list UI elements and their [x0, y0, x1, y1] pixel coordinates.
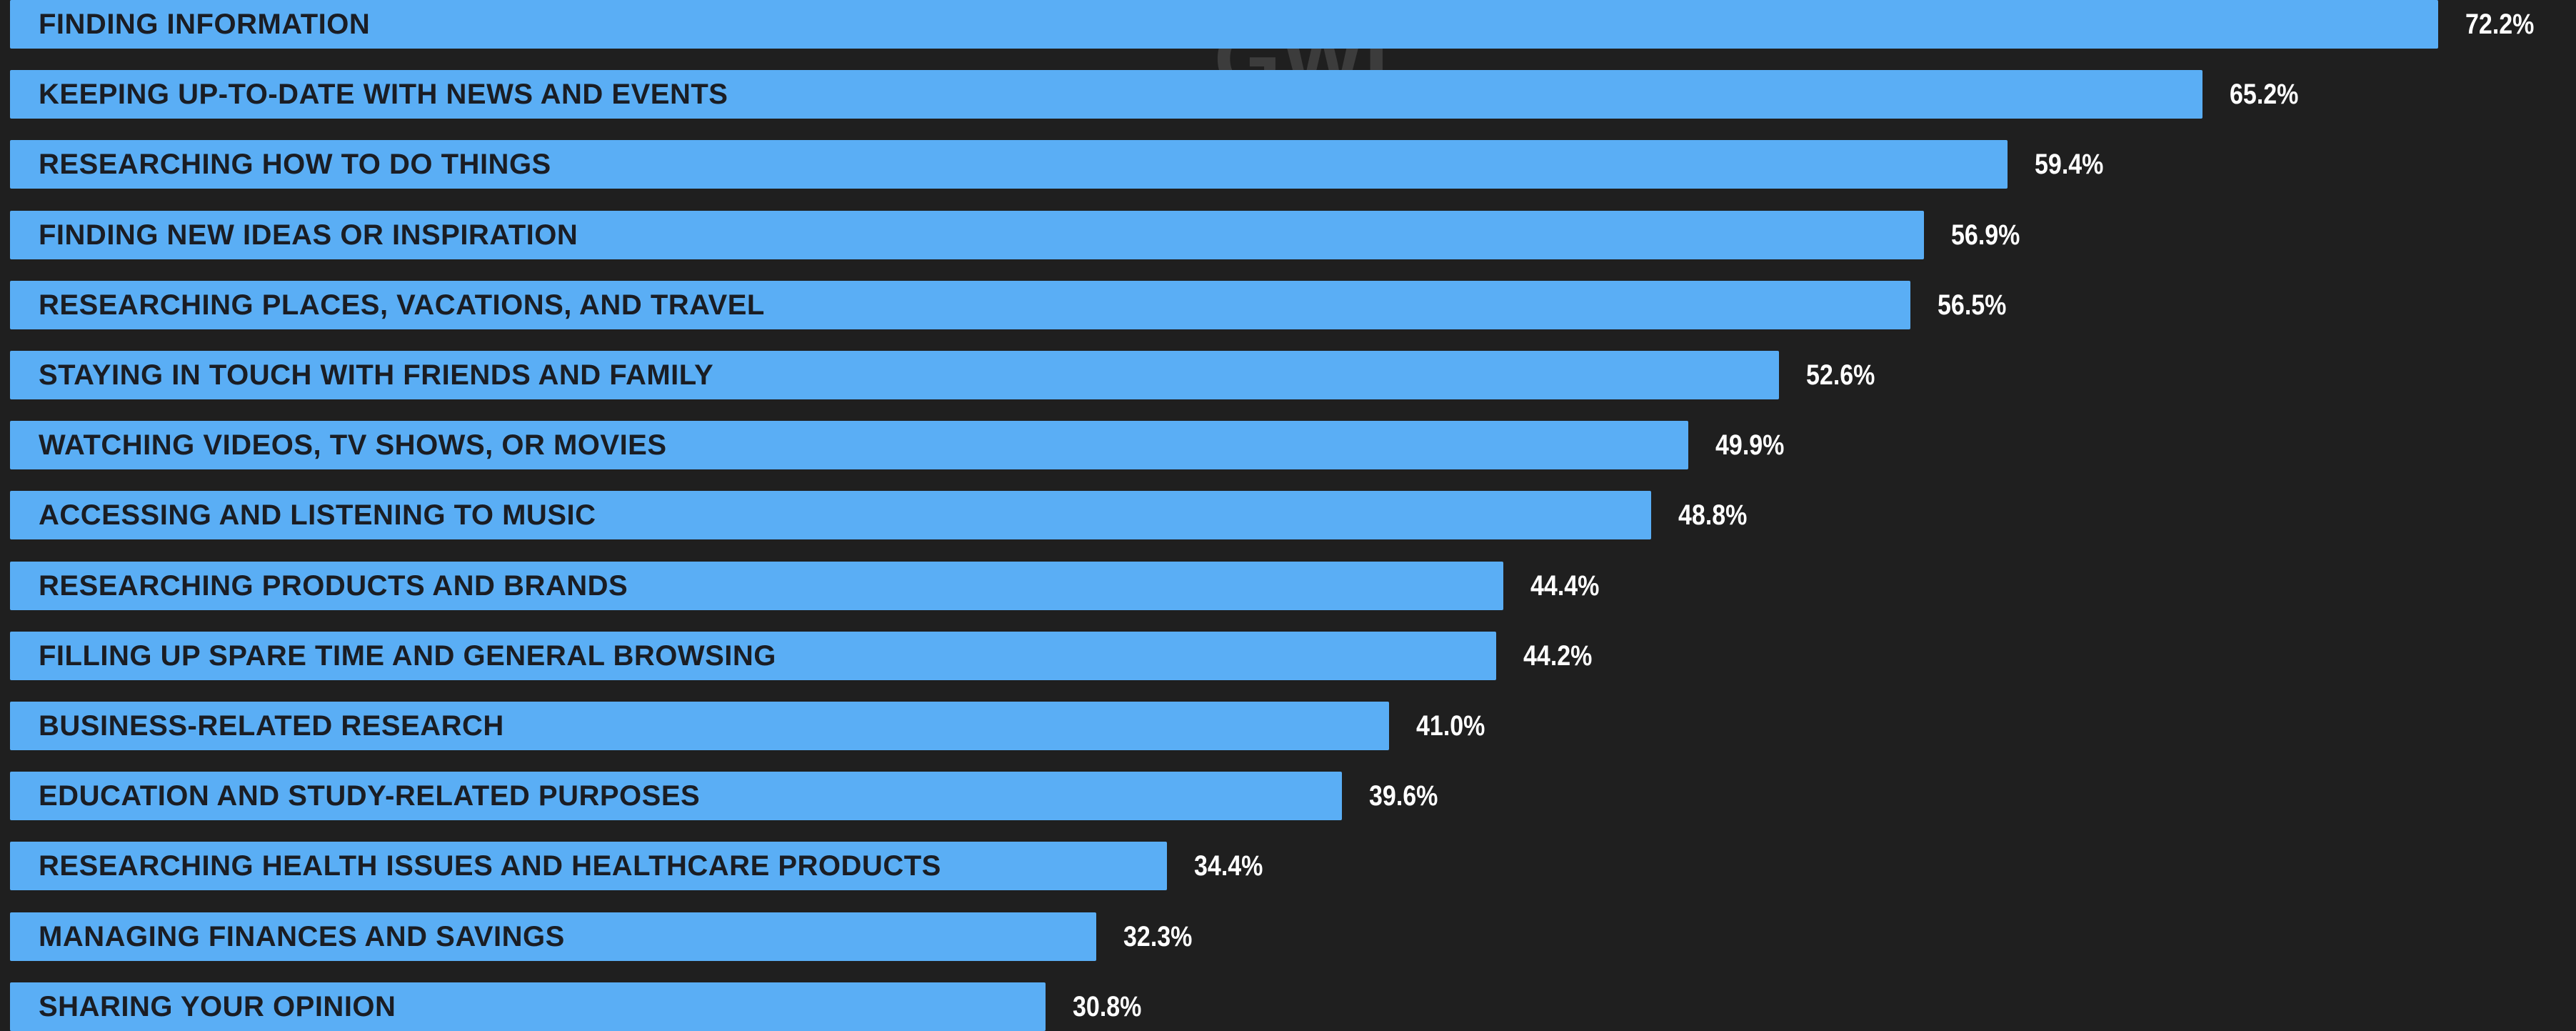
value-label: 56.5% [1938, 289, 2007, 321]
value-label: 34.4% [1194, 850, 1263, 882]
category-label: SHARING YOUR OPINION [39, 991, 396, 1022]
bar-8: ACCESSING AND LISTENING TO MUSIC [10, 491, 1651, 539]
bar-5: RESEARCHING PLACES, VACATIONS, AND TRAVE… [10, 281, 1910, 329]
value-label: 65.2% [2230, 79, 2299, 110]
bar-14: MANAGING FINANCES AND SAVINGS [10, 912, 1096, 961]
bar-15: SHARING YOUR OPINION [10, 982, 1046, 1031]
bar-6: STAYING IN TOUCH WITH FRIENDS AND FAMILY [10, 351, 1779, 399]
value-label: 32.3% [1123, 921, 1193, 952]
category-label: BUSINESS-RELATED RESEARCH [39, 710, 504, 742]
value-label: 52.6% [1806, 359, 1875, 391]
value-label: 39.6% [1369, 780, 1438, 812]
category-label: RESEARCHING PLACES, VACATIONS, AND TRAVE… [39, 289, 765, 321]
bar-7: WATCHING VIDEOS, TV SHOWS, OR MOVIES [10, 421, 1688, 469]
value-label: 41.0% [1416, 710, 1485, 742]
bar-10: FILLING UP SPARE TIME AND GENERAL BROWSI… [10, 632, 1496, 680]
bar-12: EDUCATION AND STUDY-RELATED PURPOSES [10, 772, 1342, 820]
category-label: KEEPING UP-TO-DATE WITH NEWS AND EVENTS [39, 79, 728, 110]
category-label: MANAGING FINANCES AND SAVINGS [39, 921, 565, 952]
bar-2: KEEPING UP-TO-DATE WITH NEWS AND EVENTS [10, 70, 2202, 119]
value-label: 56.9% [1951, 219, 2020, 251]
value-label: 48.8% [1678, 499, 1748, 531]
category-label: EDUCATION AND STUDY-RELATED PURPOSES [39, 780, 701, 812]
value-label: 49.9% [1715, 429, 1785, 461]
value-label: 59.4% [2035, 149, 2104, 180]
value-label: 30.8% [1073, 991, 1142, 1022]
category-label: RESEARCHING HEALTH ISSUES AND HEALTHCARE… [39, 850, 941, 882]
category-label: FINDING INFORMATION [39, 9, 371, 40]
category-label: ACCESSING AND LISTENING TO MUSIC [39, 499, 596, 531]
bar-13: RESEARCHING HEALTH ISSUES AND HEALTHCARE… [10, 842, 1167, 890]
value-label: 44.2% [1523, 640, 1593, 672]
bar-1: FINDING INFORMATION [10, 0, 2438, 49]
category-label: FILLING UP SPARE TIME AND GENERAL BROWSI… [39, 640, 776, 672]
bar-11: BUSINESS-RELATED RESEARCH [10, 702, 1389, 750]
category-label: RESEARCHING PRODUCTS AND BRANDS [39, 570, 628, 602]
bar-3: RESEARCHING HOW TO DO THINGS [10, 140, 2008, 189]
bar-9: RESEARCHING PRODUCTS AND BRANDS [10, 562, 1503, 610]
category-label: STAYING IN TOUCH WITH FRIENDS AND FAMILY [39, 359, 714, 391]
category-label: RESEARCHING HOW TO DO THINGS [39, 149, 551, 180]
category-label: FINDING NEW IDEAS OR INSPIRATION [39, 219, 578, 251]
value-label: 72.2% [2465, 9, 2535, 40]
value-label: 44.4% [1530, 570, 1600, 602]
bar-4: FINDING NEW IDEAS OR INSPIRATION [10, 211, 1924, 259]
category-label: WATCHING VIDEOS, TV SHOWS, OR MOVIES [39, 429, 667, 461]
